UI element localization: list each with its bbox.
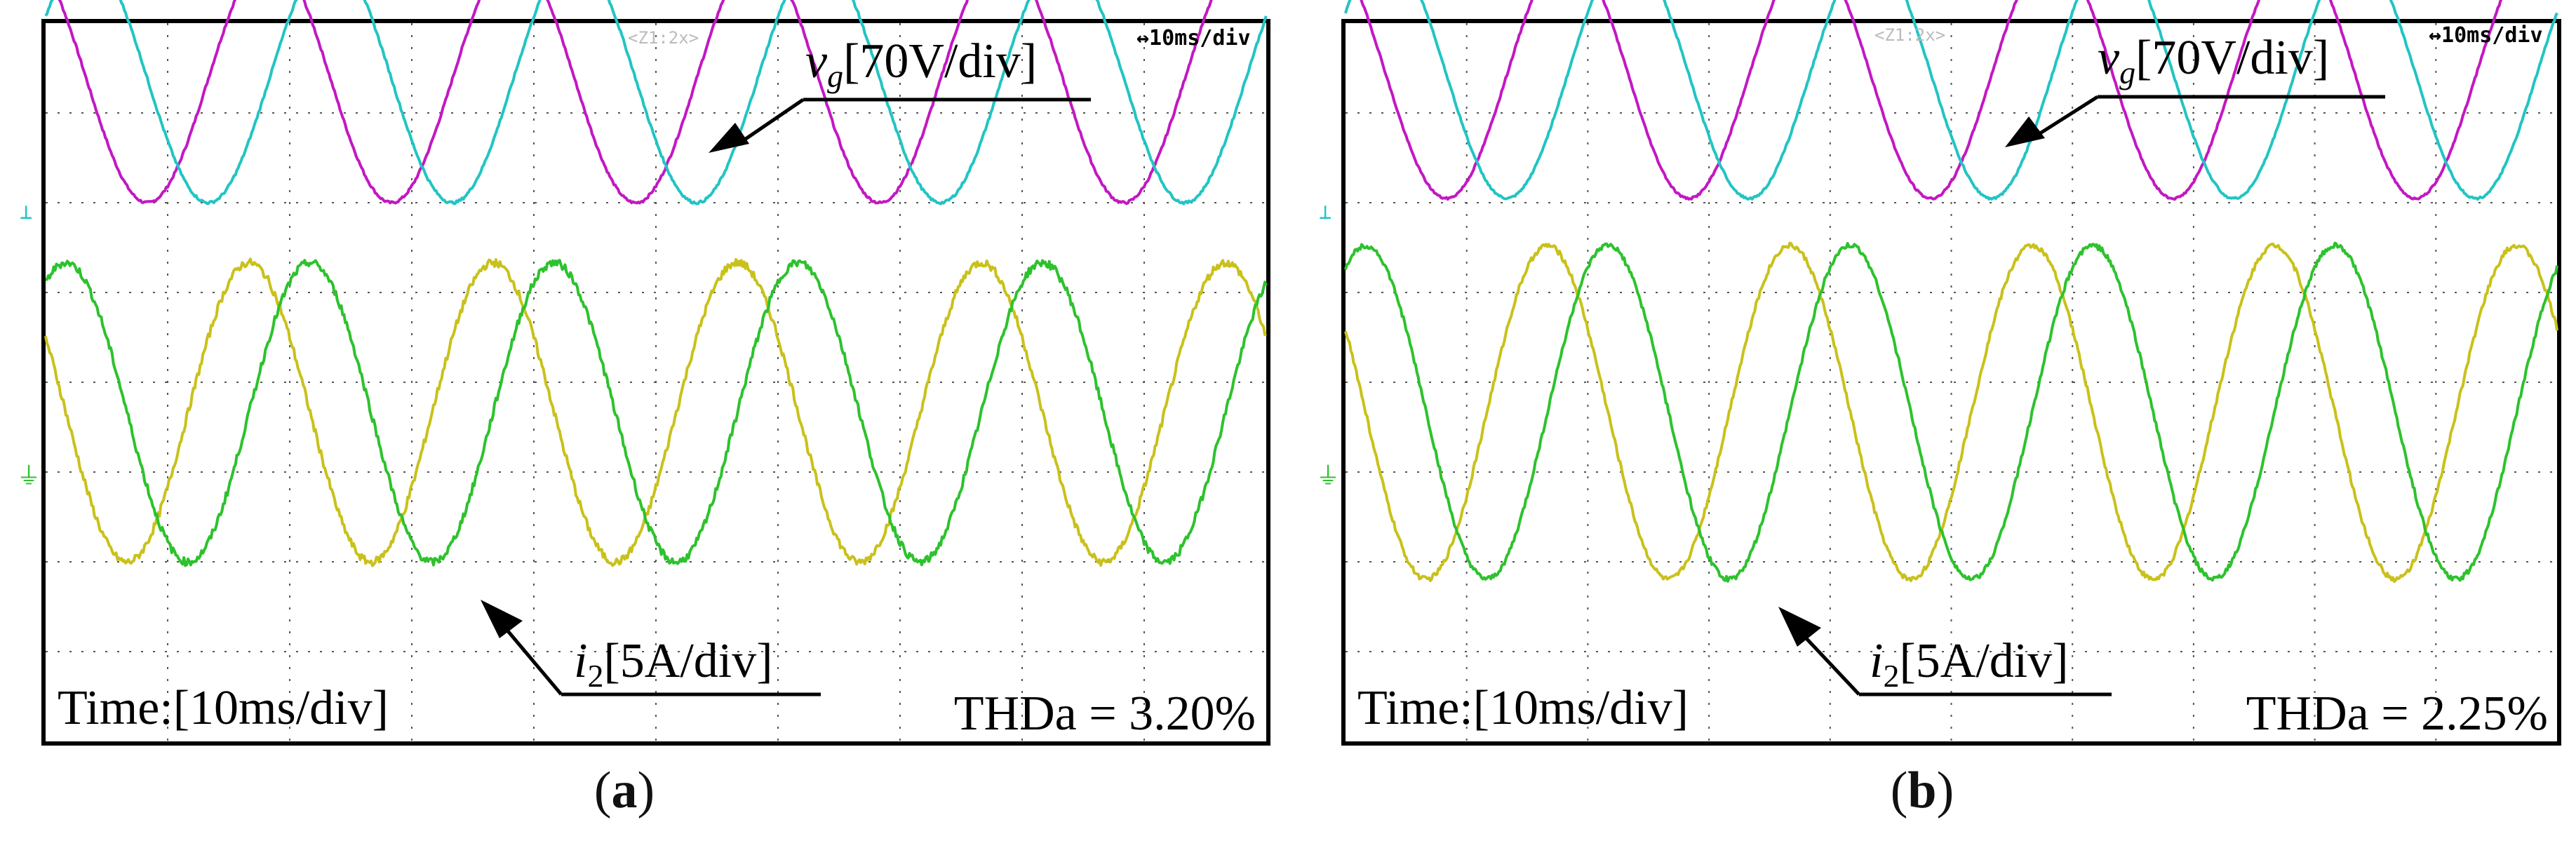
panel-a-current-annotation: i2[5A/div] [481,600,821,696]
panel-b-zoom-indicator: <Z1:2x> [1874,25,1945,45]
trace-current-b [45,259,1268,567]
svg-text:i2[5A/div]: i2[5A/div] [574,634,773,694]
panel-b-thd-label: THDa = 2.25% [2246,687,2548,741]
panel-a-voltage-subscript: g [827,58,843,94]
panel-b-caption-letter: b [1907,762,1937,819]
trace-voltage-a [1360,0,2503,201]
panel-a-current-scale: [5A/div] [603,634,772,688]
panel-b-timebase-indicator: ↔10ms/div [2429,23,2543,48]
panel-a-markers: ⊥ ⏚ [17,200,41,490]
panel-b-caption: (b) [1890,762,1954,819]
panel-a-caption-letter: a [611,762,638,819]
panel-b-channel-marker-voltage: ⊥ [1319,200,1331,224]
trace-voltage-a [58,0,1213,206]
panel-a-time-label: Time:[10ms/div] [58,681,389,735]
panel-a: ⊥ ⏚ <Z1:2x> ↔10ms/div vg[70V/div] i2[5A/… [17,0,1270,746]
panel-b-channel-marker-current: ⏚ [1316,462,1340,490]
trace-current-b [1344,241,2558,583]
panel-b-current-scale: [5A/div] [1899,634,2068,688]
panel-a-timebase-indicator: ↔10ms/div [1136,26,1251,51]
trace-current-a [1344,241,2558,583]
panel-b-voltage-arrowhead [2005,116,2045,147]
panel-a-channel-marker-current: ⏚ [17,462,41,490]
trace-voltage-b [44,0,1268,206]
panel-a-current-symbol: i [574,634,587,688]
panel-b-voltage-subscript: g [2119,55,2135,90]
trace-voltage-b [1344,0,2558,201]
panel-b-current-subscript: 2 [1883,658,1899,694]
panel-a-traces [44,0,1268,567]
panel-b-markers: ⊥ ⏚ [1316,200,1340,490]
trace-current-a [44,257,1268,567]
svg-text:vg[70V/div]: vg[70V/div] [2098,31,2329,90]
panel-a-zoom-indicator: <Z1:2x> [628,28,699,48]
panel-b-voltage-scale: [70V/div] [2135,31,2329,85]
panel-b-time-label: Time:[10ms/div] [1357,681,1689,735]
svg-text:vg[70V/div]: vg[70V/div] [805,34,1037,94]
panel-a-caption: (a) [593,762,655,819]
panel-b: ⊥ ⏚ <Z1:2x> ↔10ms/div vg[70V/div] i2[5A/… [1316,0,2561,746]
panel-a-voltage-arrowhead [709,123,749,153]
panel-b-voltage-annotation: vg[70V/div] [2005,31,2385,147]
svg-text:i2[5A/div]: i2[5A/div] [1870,634,2069,694]
panel-b-traces [1344,0,2558,583]
panel-b-voltage-symbol: v [2098,31,2120,85]
panel-a-thd-label: THDa = 3.20% [954,687,1256,741]
panel-b-current-symbol: i [1870,634,1883,688]
panel-a-voltage-scale: [70V/div] [843,34,1037,88]
panel-a-voltage-symbol: v [805,34,828,88]
panel-b-current-annotation: i2[5A/div] [1778,607,2112,696]
panel-a-channel-marker-voltage: ⊥ [20,200,32,224]
panel-a-voltage-annotation: vg[70V/div] [709,34,1091,153]
panel-a-current-arrowhead [481,600,523,638]
panel-b-current-arrowhead [1778,607,1821,647]
panel-a-current-subscript: 2 [587,658,603,694]
panel-b-grid [1346,23,2557,741]
